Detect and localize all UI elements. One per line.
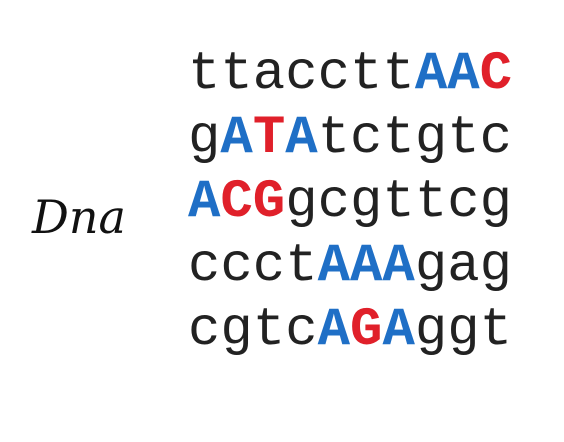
sequence-segment: C xyxy=(479,44,513,105)
sequence-segment: g xyxy=(188,108,221,169)
sequence-segment: CG xyxy=(220,172,286,233)
sequence-segment: gag xyxy=(414,236,513,297)
sequence-segment: A xyxy=(285,108,318,169)
sequence-label: Dna xyxy=(32,190,126,244)
sequence-block: ttaccttAAC gATAtctgtc ACGgcgttcg ccctAAA… xyxy=(188,43,512,363)
sequence-segment: ccct xyxy=(188,236,318,297)
sequence-segment: G xyxy=(350,300,383,361)
sequence-segment: AAA xyxy=(317,236,415,297)
sequence-segment: gcgttcg xyxy=(285,172,513,233)
sequence-segment: A xyxy=(382,300,415,361)
sequence-segment: AA xyxy=(414,44,480,105)
sequence-row-4: ccctAAAgag xyxy=(188,235,512,299)
sequence-segment: A xyxy=(220,108,253,169)
sequence-row-5: cgtcAGAggt xyxy=(188,299,512,363)
sequence-segment: ttacctt xyxy=(188,44,415,105)
sequence-segment: A xyxy=(188,172,221,233)
sequence-segment: A xyxy=(317,300,351,361)
sequence-row-3: ACGgcgttcg xyxy=(188,171,512,235)
sequence-segment: T xyxy=(252,108,286,169)
sequence-segment: cgtc xyxy=(188,300,318,361)
sequence-segment: ggt xyxy=(414,300,513,361)
sequence-row-1: ttaccttAAC xyxy=(188,43,512,107)
sequence-row-2: gATAtctgtc xyxy=(188,107,512,171)
sequence-segment: tctgtc xyxy=(317,108,513,169)
